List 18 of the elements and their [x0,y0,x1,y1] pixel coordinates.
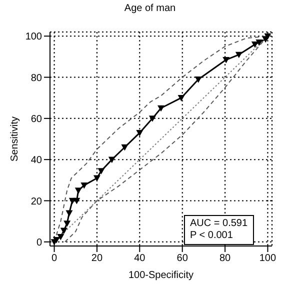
x-tick-label: 20 [91,253,103,264]
y-tick-label: 20 [30,196,42,208]
x-tick-label: 40 [134,253,146,264]
x-tick-label: 100 [259,253,277,264]
annotation: P < 0.001 [190,230,234,242]
x-tick-label: 60 [176,253,188,264]
y-tick-label: 100 [25,32,42,43]
y-tick-label: 40 [30,155,42,166]
y-axis-title: Sensitivity [10,116,21,162]
y-tick-label: 0 [36,237,42,248]
annotation-box: AUC = 0.591 P < 0.001 [184,215,254,245]
x-tick-label: 80 [219,253,232,264]
x-axis-title: 100-Specificity [128,270,194,281]
y-tick-label: 80 [30,72,42,84]
annotation: AUC = 0.591 [190,218,248,230]
y-tick-label: 60 [30,114,42,125]
x-tick-label: 0 [51,253,58,264]
chart-title: Age of man [123,3,177,14]
